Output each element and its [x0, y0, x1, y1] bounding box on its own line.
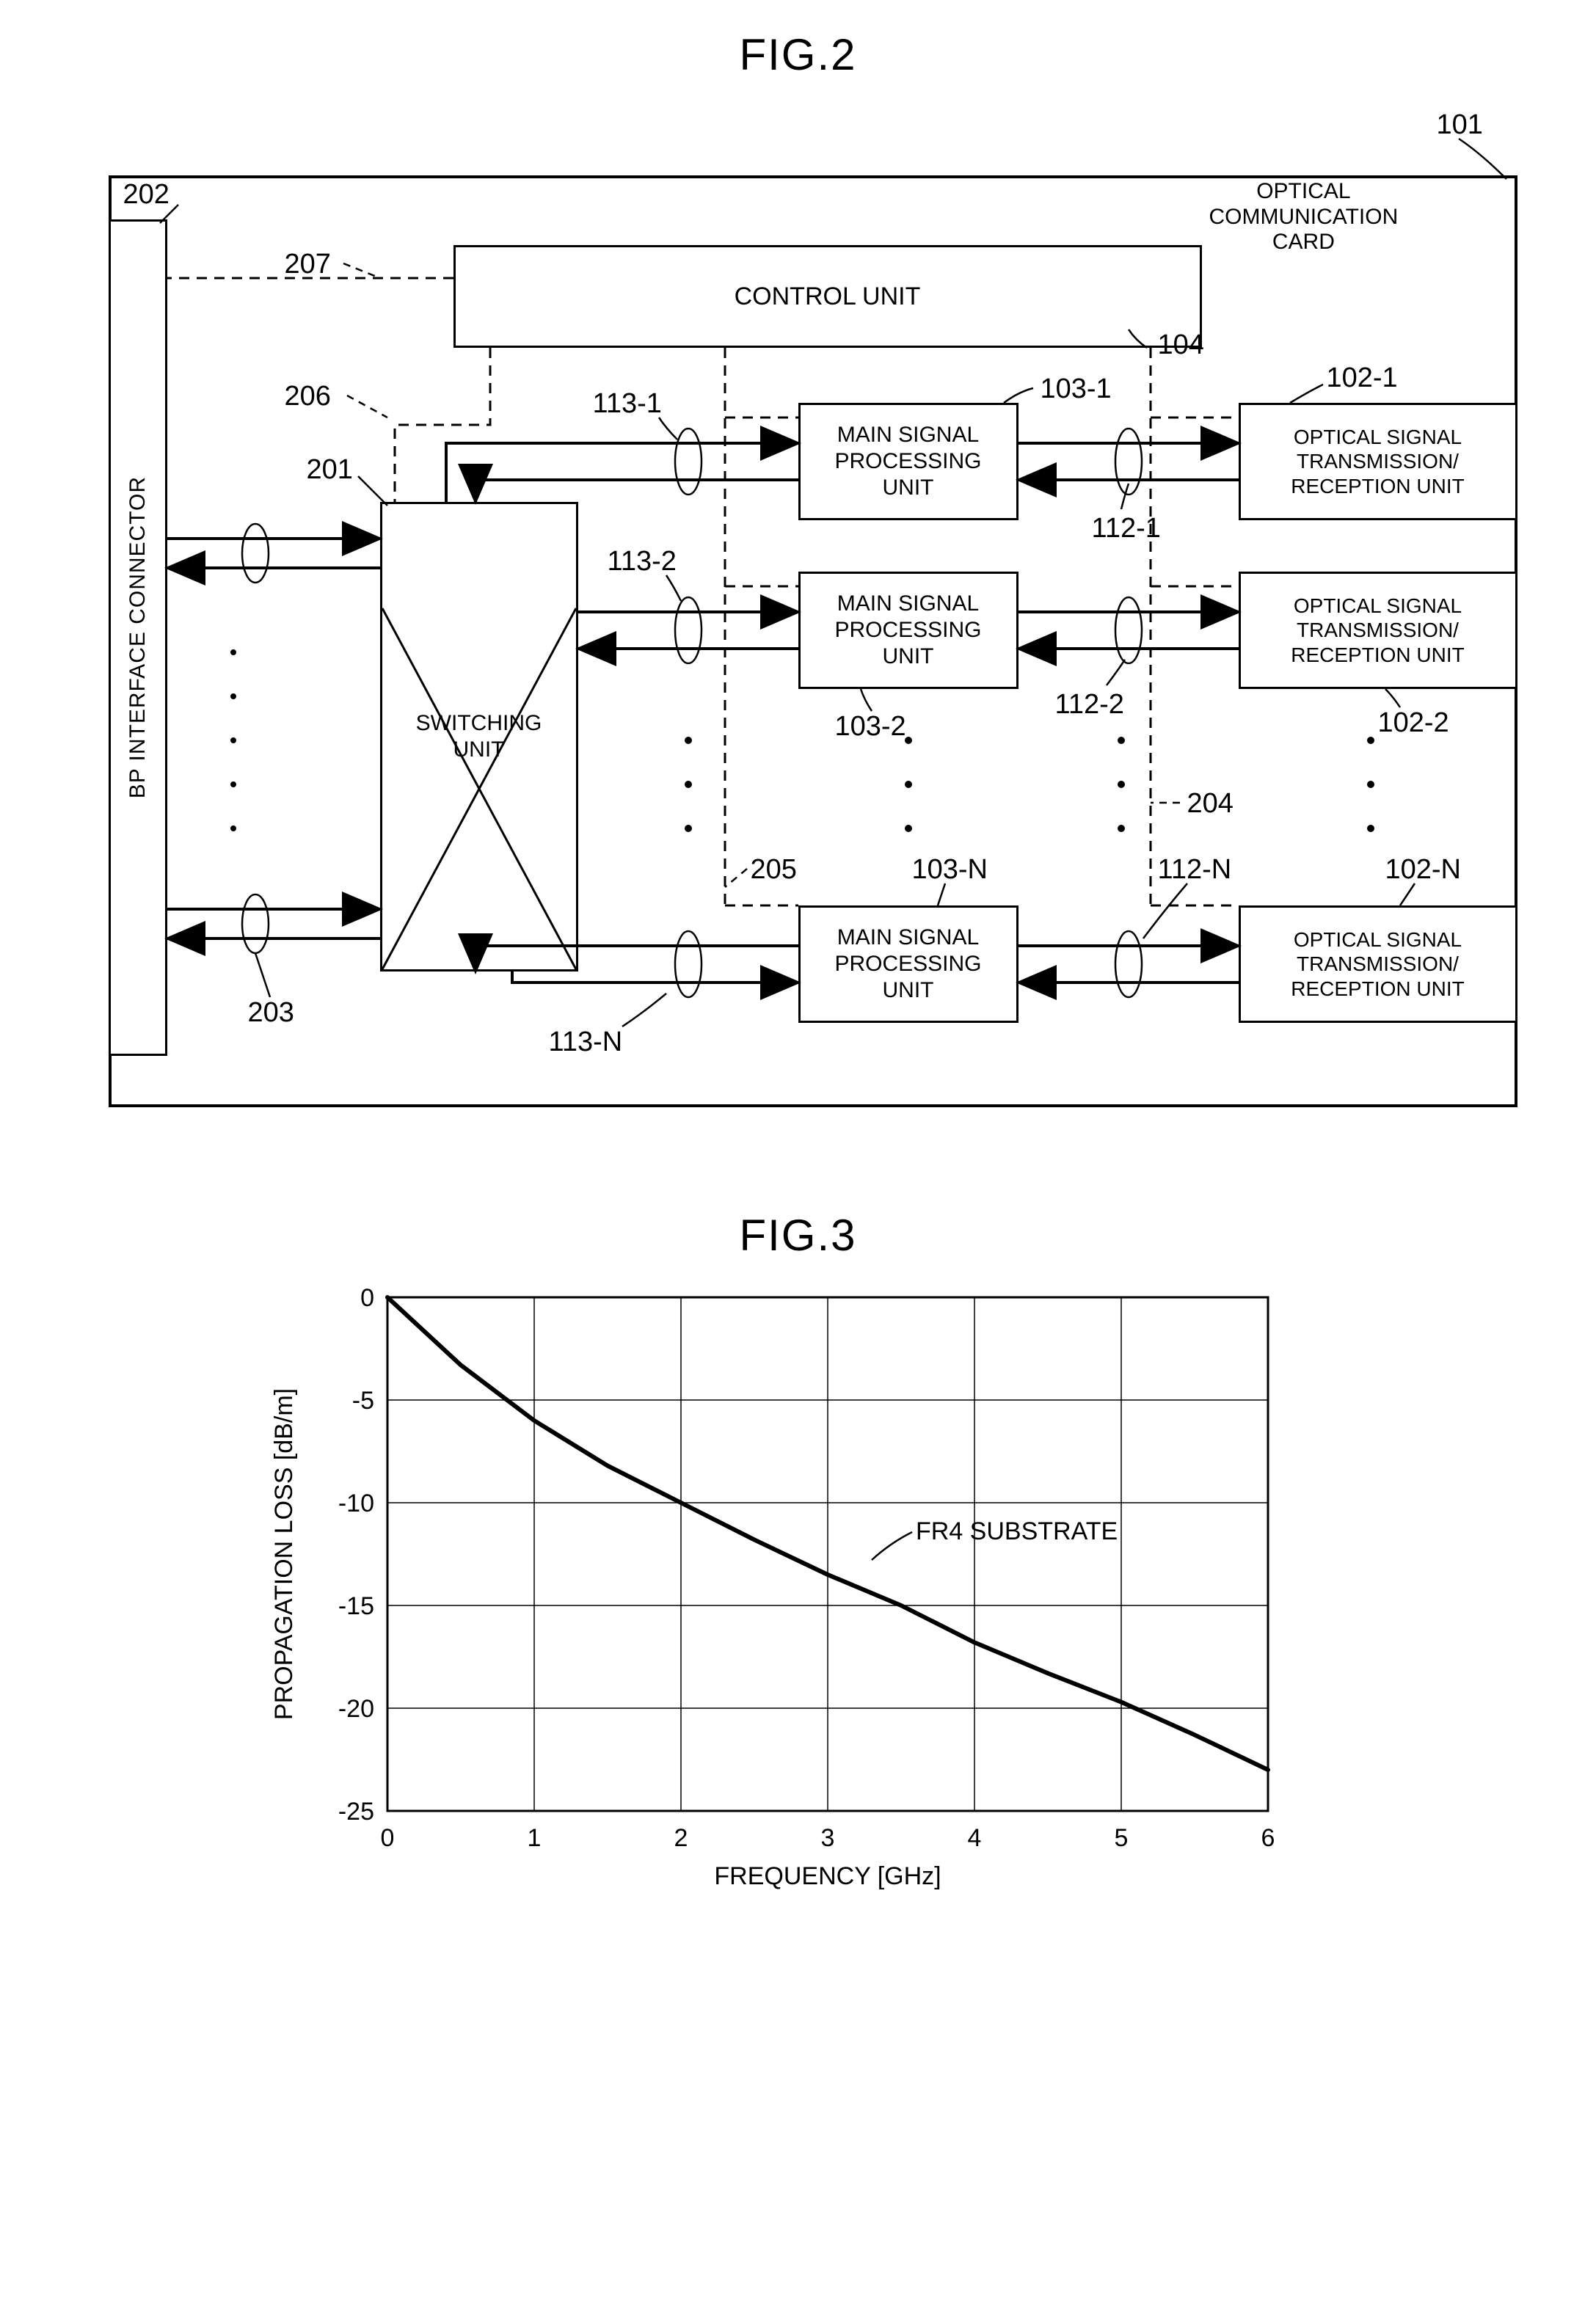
- msp-1-label: MAIN SIGNALPROCESSINGUNIT: [834, 422, 981, 501]
- svg-text:3: 3: [820, 1824, 834, 1852]
- chart-svg: 0 1 2 3 4 5 6 -25 -20 -15 -10 -5 0 FR4 SUBSTRATE FREQU…: [248, 1275, 1297, 1899]
- svg-text:4: 4: [967, 1824, 981, 1852]
- ref-103-n: 103-N: [912, 854, 988, 886]
- optical-n-label: OPTICAL SIGNALTRANSMISSION/RECEPTION UNI…: [1291, 927, 1464, 1002]
- fig2-diagram: 101 OPTICALCOMMUNICATIONCARD BP INTERFAC…: [65, 95, 1532, 1122]
- msp-1: MAIN SIGNALPROCESSINGUNIT: [798, 403, 1019, 520]
- ref-103-2: 103-2: [835, 711, 906, 743]
- svg-text:-10: -10: [338, 1490, 374, 1517]
- fig3-title: FIG.3: [29, 1210, 1567, 1261]
- msp-2: MAIN SIGNALPROCESSINGUNIT: [798, 572, 1019, 689]
- optical-2-label: OPTICAL SIGNALTRANSMISSION/RECEPTION UNI…: [1291, 594, 1464, 668]
- ref-112-1: 112-1: [1092, 513, 1161, 544]
- control-unit-label: CONTROL UNIT: [735, 282, 921, 312]
- ref-113-1: 113-1: [593, 388, 662, 420]
- svg-text:-5: -5: [351, 1387, 374, 1415]
- svg-text:-20: -20: [338, 1695, 374, 1723]
- ref-201: 201: [307, 454, 353, 486]
- svg-text:PROPAGATION LOSS [dB/m]: PROPAGATION LOSS [dB/m]: [270, 1388, 298, 1720]
- svg-text:FREQUENCY [GHz]: FREQUENCY [GHz]: [714, 1862, 941, 1890]
- svg-text:-25: -25: [338, 1798, 374, 1826]
- svg-text:0: 0: [360, 1284, 374, 1312]
- card-label: OPTICALCOMMUNICATIONCARD: [1209, 179, 1399, 255]
- msp-2-label: MAIN SIGNALPROCESSINGUNIT: [834, 591, 981, 670]
- ref-112-2: 112-2: [1055, 689, 1124, 721]
- ref-102-2: 102-2: [1378, 707, 1449, 739]
- switching-unit: SWITCHINGUNIT: [380, 502, 578, 971]
- ref-113-2: 113-2: [608, 546, 677, 577]
- switching-unit-label: SWITCHINGUNIT: [416, 710, 542, 763]
- ref-104: 104: [1158, 329, 1204, 361]
- ref-113-n: 113-N: [549, 1027, 623, 1058]
- ref-204: 204: [1187, 788, 1234, 820]
- svg-text:0: 0: [380, 1824, 394, 1852]
- svg-text:1: 1: [527, 1824, 541, 1852]
- optical-1-label: OPTICAL SIGNALTRANSMISSION/RECEPTION UNI…: [1291, 425, 1464, 499]
- ref-101: 101: [1437, 109, 1483, 141]
- ref-103-1: 103-1: [1041, 373, 1112, 405]
- ref-205: 205: [751, 854, 797, 886]
- msp-n-label: MAIN SIGNALPROCESSINGUNIT: [834, 925, 981, 1004]
- ref-102-1: 102-1: [1327, 362, 1398, 394]
- ref-102-n: 102-N: [1385, 854, 1462, 886]
- optical-2: OPTICAL SIGNALTRANSMISSION/RECEPTION UNI…: [1239, 572, 1517, 689]
- ref-207: 207: [285, 249, 331, 280]
- control-unit: CONTROL UNIT: [453, 245, 1202, 348]
- ref-202: 202: [123, 179, 170, 211]
- svg-text:FR4 SUBSTRATE: FR4 SUBSTRATE: [916, 1517, 1118, 1545]
- ref-206: 206: [285, 381, 331, 412]
- optical-1: OPTICAL SIGNALTRANSMISSION/RECEPTION UNI…: [1239, 403, 1517, 520]
- svg-text:5: 5: [1114, 1824, 1128, 1852]
- fig2-title: FIG.2: [29, 29, 1567, 80]
- fig3-chart: 0 1 2 3 4 5 6 -25 -20 -15 -10 -5 0 FR4 SUBSTRATE FREQU…: [248, 1275, 1349, 1903]
- optical-n: OPTICAL SIGNALTRANSMISSION/RECEPTION UNI…: [1239, 905, 1517, 1023]
- bp-connector-label: BP INTERFACE CONNECTOR: [125, 476, 151, 798]
- bp-connector: BP INTERFACE CONNECTOR: [109, 219, 167, 1056]
- svg-text:2: 2: [674, 1824, 688, 1852]
- svg-text:-15: -15: [338, 1592, 374, 1620]
- ref-112-n: 112-N: [1158, 854, 1232, 886]
- svg-text:6: 6: [1261, 1824, 1275, 1852]
- ref-203: 203: [248, 997, 294, 1029]
- card-label-text: OPTICALCOMMUNICATIONCARD: [1209, 179, 1399, 254]
- msp-n: MAIN SIGNALPROCESSINGUNIT: [798, 905, 1019, 1023]
